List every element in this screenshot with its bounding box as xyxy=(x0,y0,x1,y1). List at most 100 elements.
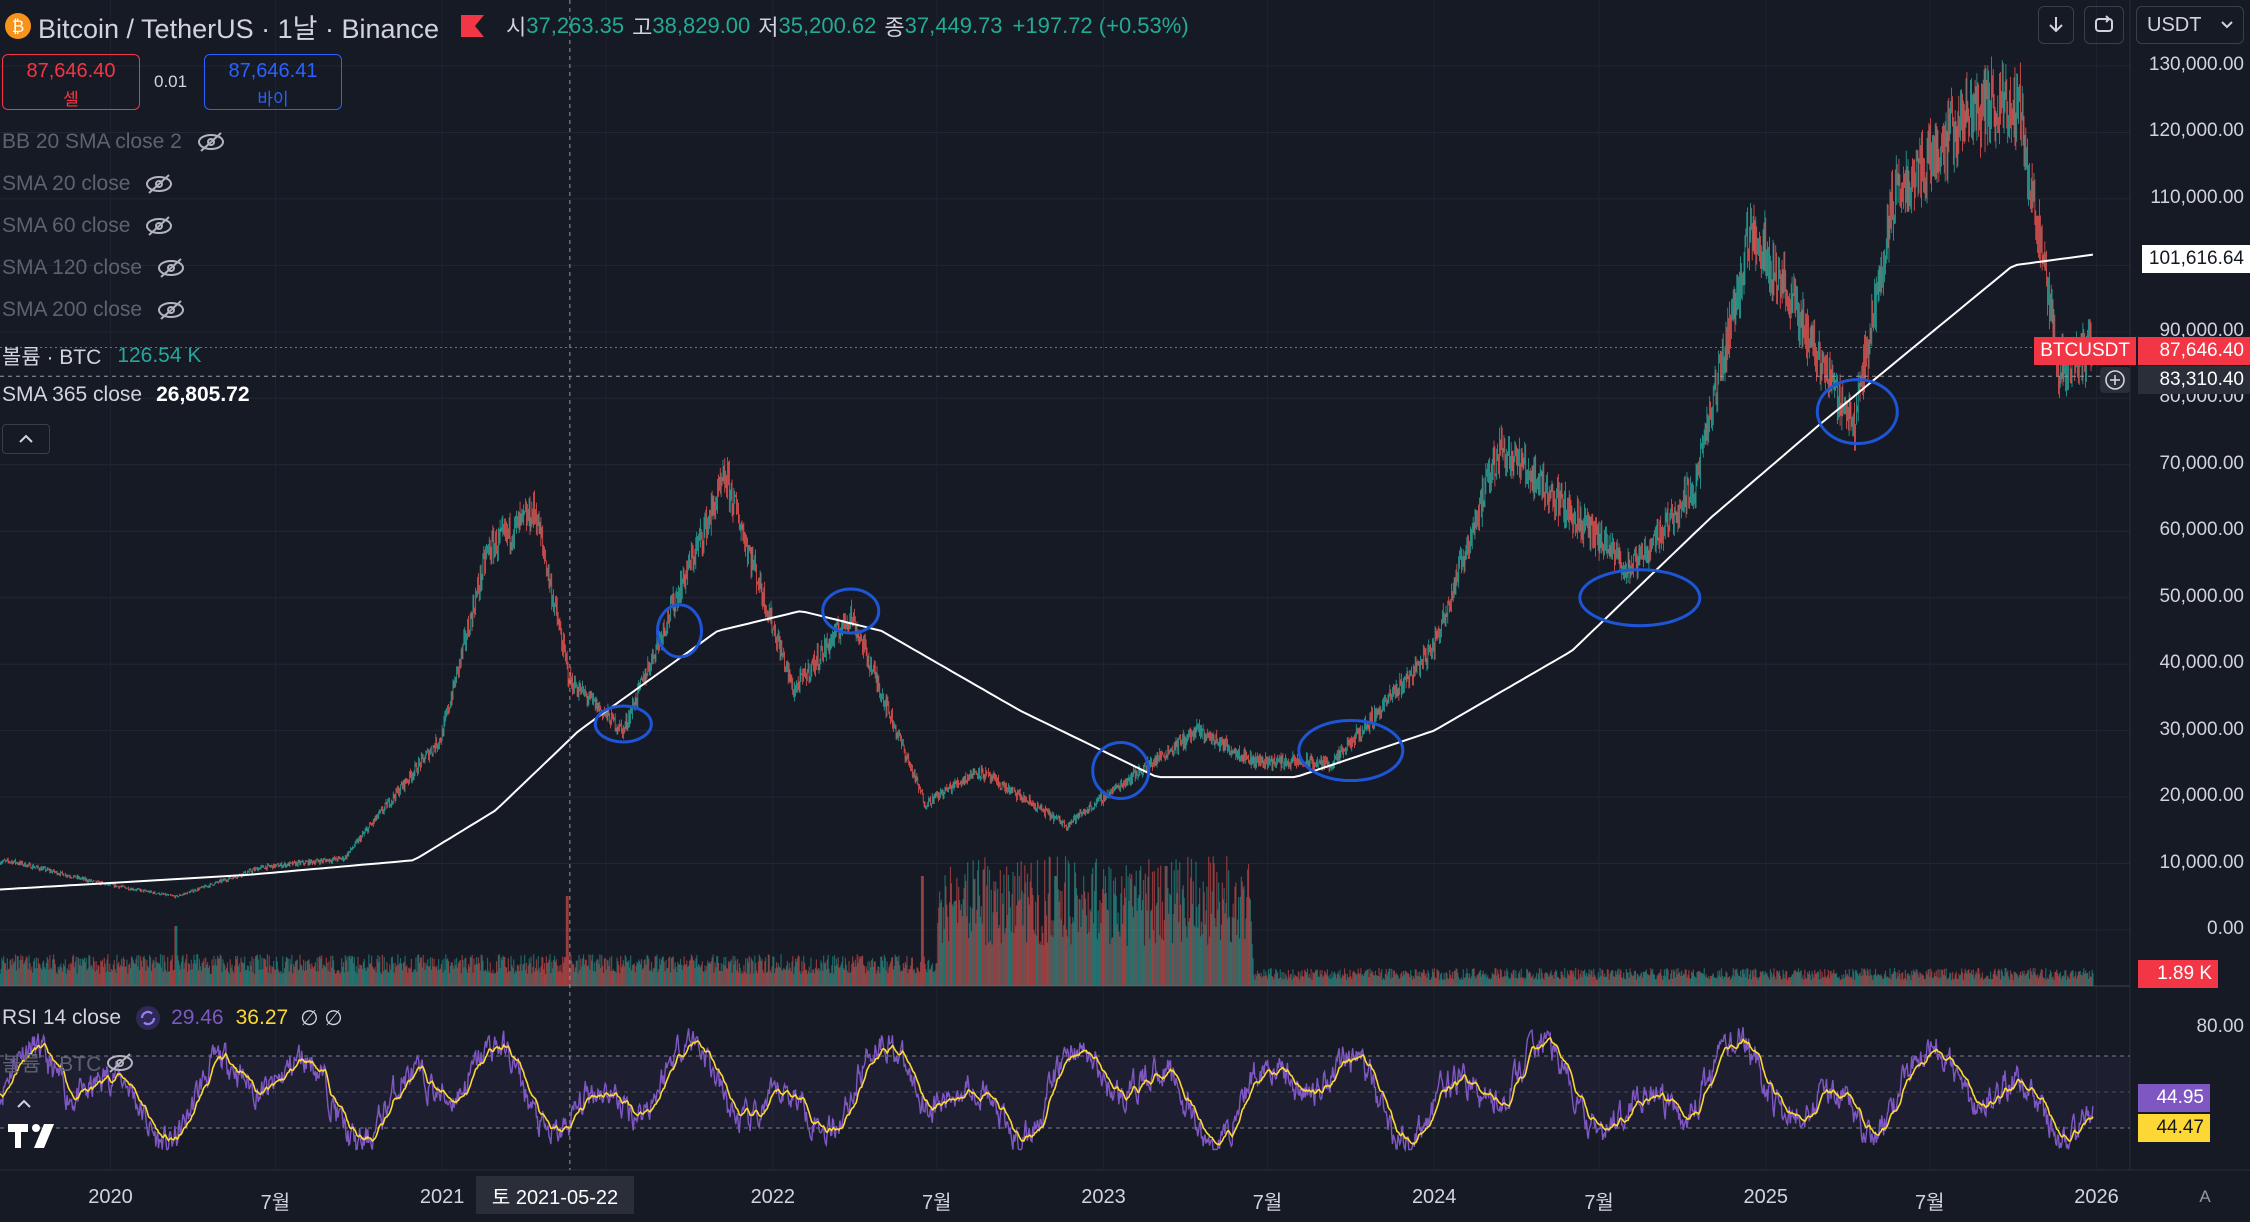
volume-bar xyxy=(1108,866,1110,986)
volume-bar xyxy=(1478,971,1481,986)
volume-bar xyxy=(1763,975,1765,986)
legend-volume-2[interactable]: 볼륨 · BTC xyxy=(2,1048,135,1078)
volume-bar xyxy=(1430,976,1433,986)
eye-off-icon[interactable] xyxy=(144,215,174,237)
volume-bar xyxy=(1355,974,1357,986)
volume-bar xyxy=(1514,978,1516,986)
buy-button[interactable]: 87,646.41 바이 xyxy=(204,54,342,110)
volume-bar xyxy=(601,965,604,986)
legend-sma60[interactable]: SMA 60 close xyxy=(2,214,174,238)
volume-bar xyxy=(1973,978,1975,986)
volume-bar xyxy=(1160,865,1162,986)
replay-button[interactable] xyxy=(2084,6,2124,44)
volume-bar xyxy=(1525,977,1527,986)
symbol-title[interactable]: Bitcoin / TetherUS · 1날 · Binance xyxy=(38,13,440,44)
volume-bar xyxy=(869,961,871,986)
volume-bar xyxy=(798,956,800,986)
eye-off-icon[interactable] xyxy=(156,299,186,321)
volume-bar xyxy=(12,958,14,986)
volume-bar xyxy=(1531,976,1533,986)
volume-bar xyxy=(1492,974,1494,986)
volume-bar xyxy=(1244,938,1246,986)
auto-scale-button[interactable]: A xyxy=(2199,1187,2211,1206)
volume-bar xyxy=(616,957,618,986)
download-button[interactable] xyxy=(2038,6,2074,44)
volume-bar xyxy=(1937,969,1939,986)
volume-bar xyxy=(1799,971,1801,986)
volume-bar xyxy=(1130,878,1132,986)
volume-bar xyxy=(497,955,499,986)
volume-bar xyxy=(618,965,620,986)
legend-bb[interactable]: BB 20 SMA close 2 xyxy=(2,130,226,154)
price-tick-label: 20,000.00 xyxy=(2159,785,2244,807)
legend-volume[interactable]: 볼륨 · BTC 126.54 K xyxy=(2,341,201,371)
tradingview-logo-icon[interactable] xyxy=(6,1120,62,1150)
volume-bar xyxy=(1751,970,1753,986)
collapse-pane-button[interactable] xyxy=(2,1090,46,1118)
volume-bar xyxy=(793,973,795,986)
legend-sma120[interactable]: SMA 120 close xyxy=(2,256,186,280)
volume-bar xyxy=(1375,975,1377,986)
volume-bar xyxy=(1225,902,1227,986)
eye-off-icon[interactable] xyxy=(105,1052,135,1074)
eye-off-icon[interactable] xyxy=(144,173,174,195)
volume-bar xyxy=(1806,978,1808,986)
volume-bar xyxy=(958,886,960,986)
volume-bar xyxy=(809,973,811,986)
volume-bar xyxy=(1874,968,1877,986)
legend-rsi[interactable]: RSI 14 close 29.46 36.27 ∅ ∅ xyxy=(2,1005,343,1031)
volume-bar xyxy=(810,957,812,986)
price-tick-label: 0.00 xyxy=(2207,918,2244,939)
add-alert-button[interactable] xyxy=(2100,367,2130,393)
volume-bar xyxy=(1099,900,1101,986)
volume-bar xyxy=(1806,972,1809,986)
volume-bar xyxy=(1552,974,1554,986)
volume-bar xyxy=(846,970,848,986)
volume-bar xyxy=(981,923,983,986)
eye-off-icon[interactable] xyxy=(196,131,226,153)
legend-sma20[interactable]: SMA 20 close xyxy=(2,172,174,196)
volume-bar xyxy=(2080,974,2082,986)
volume-bar xyxy=(576,960,578,986)
volume-bar xyxy=(1226,856,1228,986)
volume-bar xyxy=(219,954,221,986)
legend-sma200[interactable]: SMA 200 close xyxy=(2,298,186,322)
volume-bar xyxy=(760,961,762,986)
currency-select[interactable]: USDT xyxy=(2136,6,2244,44)
eye-off-icon[interactable] xyxy=(156,257,186,279)
volume-bar xyxy=(201,963,203,986)
volume-bar xyxy=(1067,860,1069,986)
volume-bar xyxy=(1341,976,1343,986)
volume-bar xyxy=(449,965,451,986)
volume-bar xyxy=(59,966,61,986)
volume-bar xyxy=(1551,975,1553,986)
flag-icon[interactable] xyxy=(461,15,485,37)
volume-bar xyxy=(1392,970,1395,986)
volume-bar xyxy=(1438,971,1440,986)
volume-bar xyxy=(1882,979,1884,986)
volume-bar xyxy=(230,967,232,986)
volume-bar xyxy=(842,956,844,986)
volume-bar xyxy=(1058,901,1060,986)
volume-bar xyxy=(92,957,95,986)
volume-bar xyxy=(1864,970,1867,986)
legend-sma365[interactable]: SMA 365 close 26,805.72 xyxy=(2,383,250,407)
volume-bar xyxy=(1566,970,1569,986)
volume-bar xyxy=(145,970,147,986)
volume-bar xyxy=(887,973,889,986)
volume-bar xyxy=(1698,970,1700,986)
volume-bar xyxy=(1724,976,1726,986)
volume-bar xyxy=(1372,972,1374,986)
volume-bar xyxy=(698,965,701,986)
volume-bar xyxy=(1895,978,1897,986)
high-value: 38,829.00 xyxy=(652,13,751,38)
volume-bar xyxy=(1610,971,1612,986)
volume-bar xyxy=(1256,975,1258,986)
volume-bar xyxy=(1271,975,1273,986)
volume-bar xyxy=(1331,971,1333,986)
sell-button[interactable]: 87,646.40 셀 xyxy=(2,54,140,110)
volume-bar xyxy=(203,958,205,986)
collapse-legend-button[interactable] xyxy=(2,424,50,454)
sync-icon[interactable] xyxy=(135,1005,161,1031)
